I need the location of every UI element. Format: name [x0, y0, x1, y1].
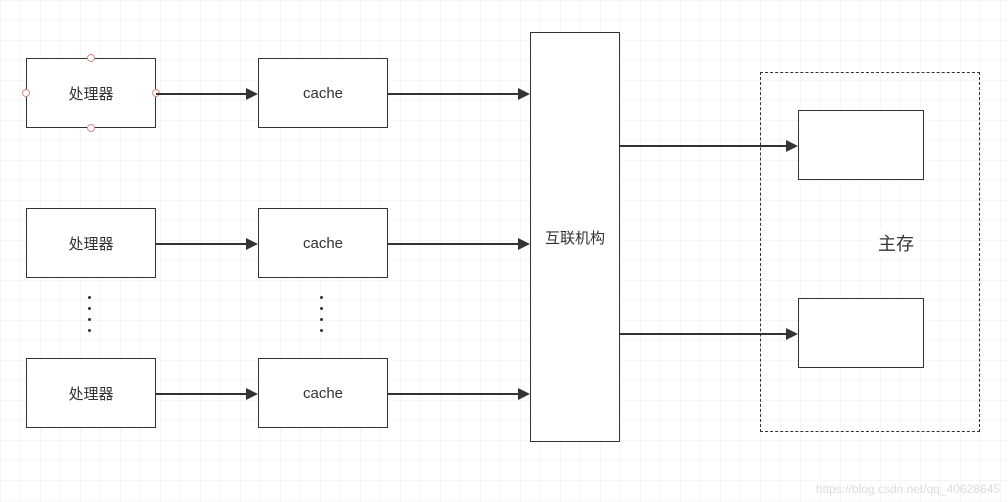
memory-module-2	[798, 298, 924, 368]
node-label: 互联机构	[545, 227, 605, 248]
arrow-head-icon	[786, 328, 798, 340]
memory-label: 主存	[874, 228, 918, 258]
arrow-head-icon	[518, 388, 530, 400]
arrow-head-icon	[246, 388, 258, 400]
edge	[156, 243, 246, 245]
node-label: cache	[303, 385, 343, 402]
selection-handle	[22, 89, 30, 97]
memory-module-1	[798, 110, 924, 180]
arrow-head-icon	[246, 238, 258, 250]
arrow-head-icon	[518, 88, 530, 100]
watermark-text: https://blog.csdn.net/qq_40628645	[816, 482, 1000, 496]
node-label: 处理器	[68, 83, 113, 104]
node-cache-1: cache	[258, 58, 388, 128]
node-interconnect: 互联机构	[530, 32, 620, 442]
node-processor-3: 处理器	[26, 358, 156, 428]
arrow-head-icon	[786, 140, 798, 152]
edge	[388, 93, 518, 95]
edge	[156, 393, 246, 395]
edge	[620, 333, 786, 335]
edge	[156, 93, 246, 95]
edge	[388, 243, 518, 245]
ellipsis-dots	[88, 296, 91, 332]
selection-handle	[87, 124, 95, 132]
memory-label-text: 主存	[878, 234, 914, 254]
node-label: 处理器	[68, 233, 113, 254]
node-processor-1: 处理器	[26, 58, 156, 128]
arrow-head-icon	[246, 88, 258, 100]
node-cache-3: cache	[258, 358, 388, 428]
edge	[620, 145, 786, 147]
edge	[388, 393, 518, 395]
ellipsis-dots	[320, 296, 323, 332]
node-label: cache	[303, 85, 343, 102]
arrow-head-icon	[518, 238, 530, 250]
node-processor-2: 处理器	[26, 208, 156, 278]
node-label: 处理器	[68, 383, 113, 404]
node-cache-2: cache	[258, 208, 388, 278]
node-label: cache	[303, 235, 343, 252]
selection-handle	[87, 54, 95, 62]
